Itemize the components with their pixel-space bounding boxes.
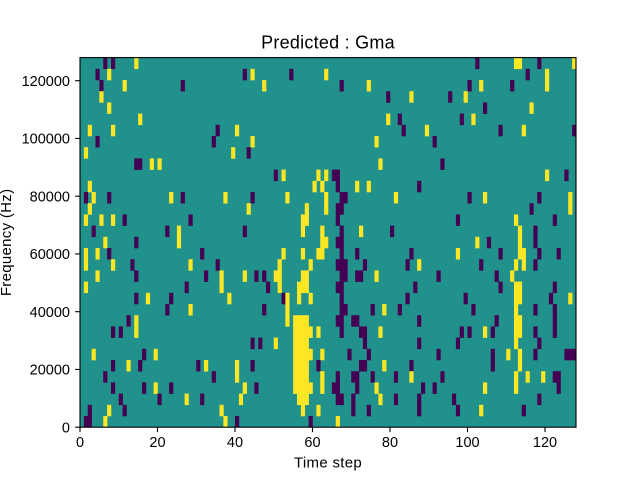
svg-text:Time step: Time step: [294, 455, 362, 472]
svg-text:80: 80: [382, 435, 398, 451]
svg-text:60000: 60000: [30, 247, 70, 263]
svg-text:100: 100: [455, 435, 479, 451]
svg-text:60: 60: [304, 435, 320, 451]
svg-text:40000: 40000: [30, 305, 70, 321]
svg-text:80000: 80000: [30, 189, 70, 205]
svg-text:100000: 100000: [22, 132, 70, 148]
svg-text:40: 40: [227, 435, 243, 451]
svg-text:120: 120: [533, 435, 557, 451]
svg-text:Predicted : Gma: Predicted : Gma: [261, 33, 396, 53]
svg-text:Frequency (Hz): Frequency (Hz): [0, 189, 15, 297]
svg-text:120000: 120000: [22, 74, 70, 90]
svg-text:0: 0: [76, 435, 84, 451]
svg-text:20000: 20000: [30, 363, 70, 379]
svg-text:20: 20: [149, 435, 165, 451]
svg-text:0: 0: [62, 420, 70, 436]
